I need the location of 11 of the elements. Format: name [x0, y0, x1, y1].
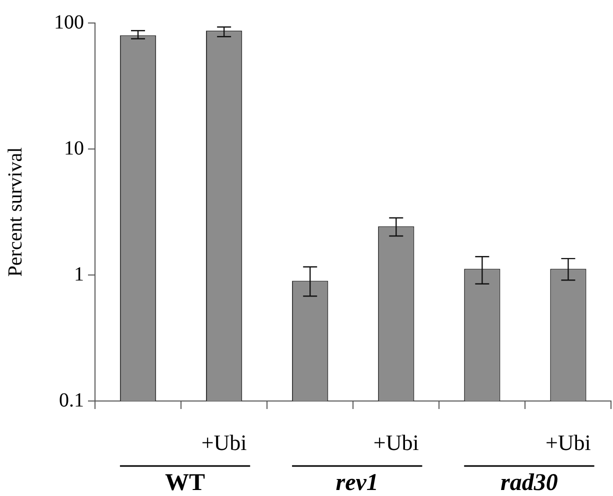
y-axis-title: Percent survival [4, 146, 26, 277]
x-tick-label: +Ubi [373, 430, 419, 455]
y-tick-label: 0.1 [59, 389, 84, 412]
x-tick-label: +Ubi [201, 430, 247, 455]
text: rad30 [500, 470, 558, 496]
x-tick-label: +Ubi [546, 430, 591, 455]
y-tick-label: 10 [64, 137, 84, 160]
text: WT [165, 470, 206, 496]
y-tick-label: 1 [74, 263, 84, 286]
text: rev1 [336, 470, 378, 496]
y-tick-label: 100 [54, 11, 84, 34]
